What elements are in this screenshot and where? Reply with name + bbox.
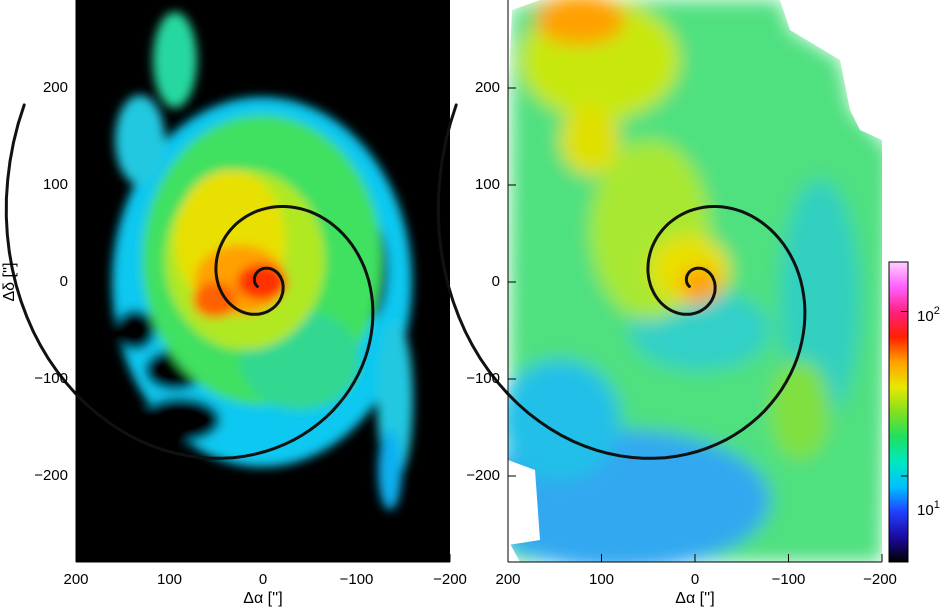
colorbar-ticks (901, 311, 908, 477)
colorbar: 102 101 (888, 261, 940, 563)
right-x-tick: 100 (589, 571, 614, 588)
right-map-edge-masks (508, 0, 882, 562)
right-y-tick: −100 (466, 370, 500, 387)
colorbar-tick-label-100: 102 (917, 305, 940, 325)
right-y-tick-labels: 200 100 0 −100 −200 (466, 79, 500, 484)
colorbar-tick-label-10: 101 (917, 499, 940, 519)
left-x-tick-labels: 200 100 0 −100 −200 (63, 571, 466, 588)
left-galaxy-map (112, 12, 413, 510)
left-y-axis-title: Δδ [''] (1, 262, 18, 301)
left-y-tick: 200 (43, 79, 68, 96)
left-y-tick: 100 (43, 176, 68, 193)
left-panel: 200 100 0 −100 −200 200 100 0 −100 −200 … (1, 0, 467, 607)
right-y-tick: 0 (492, 273, 500, 290)
right-x-tick: −100 (772, 571, 806, 588)
right-spiral-arm-line (436, 103, 807, 460)
left-tick-marks (75, 87, 451, 562)
right-x-tick: −200 (863, 571, 897, 588)
left-x-tick: 200 (63, 571, 88, 588)
left-y-tick-labels: 200 100 0 −100 −200 (34, 79, 68, 484)
left-y-tick: −100 (34, 370, 68, 387)
left-x-tick: −100 (340, 571, 374, 588)
right-galaxy-map (508, 0, 882, 562)
left-x-tick: 0 (259, 571, 267, 588)
right-y-tick: 200 (475, 79, 500, 96)
right-panel: 200 100 0 −100 −200 200 100 0 −100 −200 … (436, 0, 897, 607)
right-x-tick: 0 (691, 571, 699, 588)
colorbar-bar (888, 261, 909, 563)
right-x-tick-labels: 200 100 0 −100 −200 (495, 571, 896, 588)
left-x-axis-title: Δα [''] (243, 590, 282, 607)
left-x-tick: 100 (157, 571, 182, 588)
left-y-tick: −200 (34, 467, 68, 484)
right-tick-marks (507, 87, 883, 562)
right-y-tick: 100 (475, 176, 500, 193)
right-x-tick: 200 (495, 571, 520, 588)
left-x-tick: −200 (433, 571, 467, 588)
left-y-tick: 0 (60, 273, 68, 290)
right-y-tick: −200 (466, 467, 500, 484)
left-spiral-arm-line (4, 103, 375, 460)
right-x-axis-title: Δα [''] (675, 590, 714, 607)
